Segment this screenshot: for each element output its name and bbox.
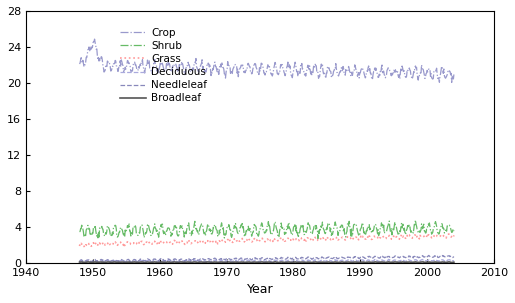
Deciduous [380,258,386,262]
Shrub [451,229,457,233]
Line: Crop: Crop [79,39,454,82]
Deciduous [94,260,100,263]
Broadleaf [282,261,288,264]
Crop [282,74,288,78]
Grass [94,244,100,248]
Needleleaf [380,255,386,258]
Shrub [94,234,100,238]
Needleleaf [94,259,100,262]
Crop [380,71,386,75]
X-axis label: Year: Year [247,283,273,296]
Grass [451,234,457,237]
Needleleaf [451,255,457,258]
Legend: Crop, Shrub, Grass, Deciduous, Needleleaf, Broadleaf: Crop, Shrub, Grass, Deciduous, Needlelea… [115,24,211,108]
Shrub [413,218,419,222]
Crop [451,73,457,76]
Line: Deciduous: Deciduous [79,259,454,262]
Broadleaf [272,260,278,264]
Crop [94,54,100,57]
Deciduous [386,258,392,261]
Shrub [315,237,321,240]
Broadleaf [380,260,386,264]
Crop [332,67,338,71]
Grass [332,236,338,240]
Deciduous [168,261,175,264]
Line: Grass: Grass [79,234,454,247]
Crop [182,70,188,74]
Crop [449,81,455,84]
Needleleaf [88,260,94,264]
Grass [446,232,452,236]
Grass [81,245,88,249]
Grass [76,244,82,248]
Broadleaf [76,260,82,264]
Deciduous [332,258,338,262]
Deciduous [76,260,82,263]
Crop [92,37,98,41]
Shrub [380,223,386,226]
Broadleaf [451,260,457,264]
Grass [380,234,386,238]
Needleleaf [76,259,82,263]
Crop [76,62,82,66]
Grass [182,241,188,245]
Needleleaf [295,257,301,261]
Shrub [76,230,82,234]
Shrub [332,220,338,224]
Deciduous [451,259,457,262]
Broadleaf [94,260,100,264]
Broadleaf [182,261,188,264]
Broadleaf [332,260,338,264]
Broadleaf [449,261,455,264]
Needleleaf [426,254,432,257]
Shrub [281,233,287,236]
Grass [295,238,301,242]
Needleleaf [332,255,338,259]
Crop [295,75,301,78]
Shrub [294,231,300,234]
Deciduous [295,259,301,263]
Broadleaf [295,260,301,264]
Deciduous [182,260,188,263]
Needleleaf [282,257,288,261]
Needleleaf [182,258,188,262]
Line: Shrub: Shrub [79,220,454,238]
Line: Needleleaf: Needleleaf [79,255,454,262]
Shrub [182,230,188,234]
Deciduous [282,259,288,263]
Grass [282,239,288,243]
